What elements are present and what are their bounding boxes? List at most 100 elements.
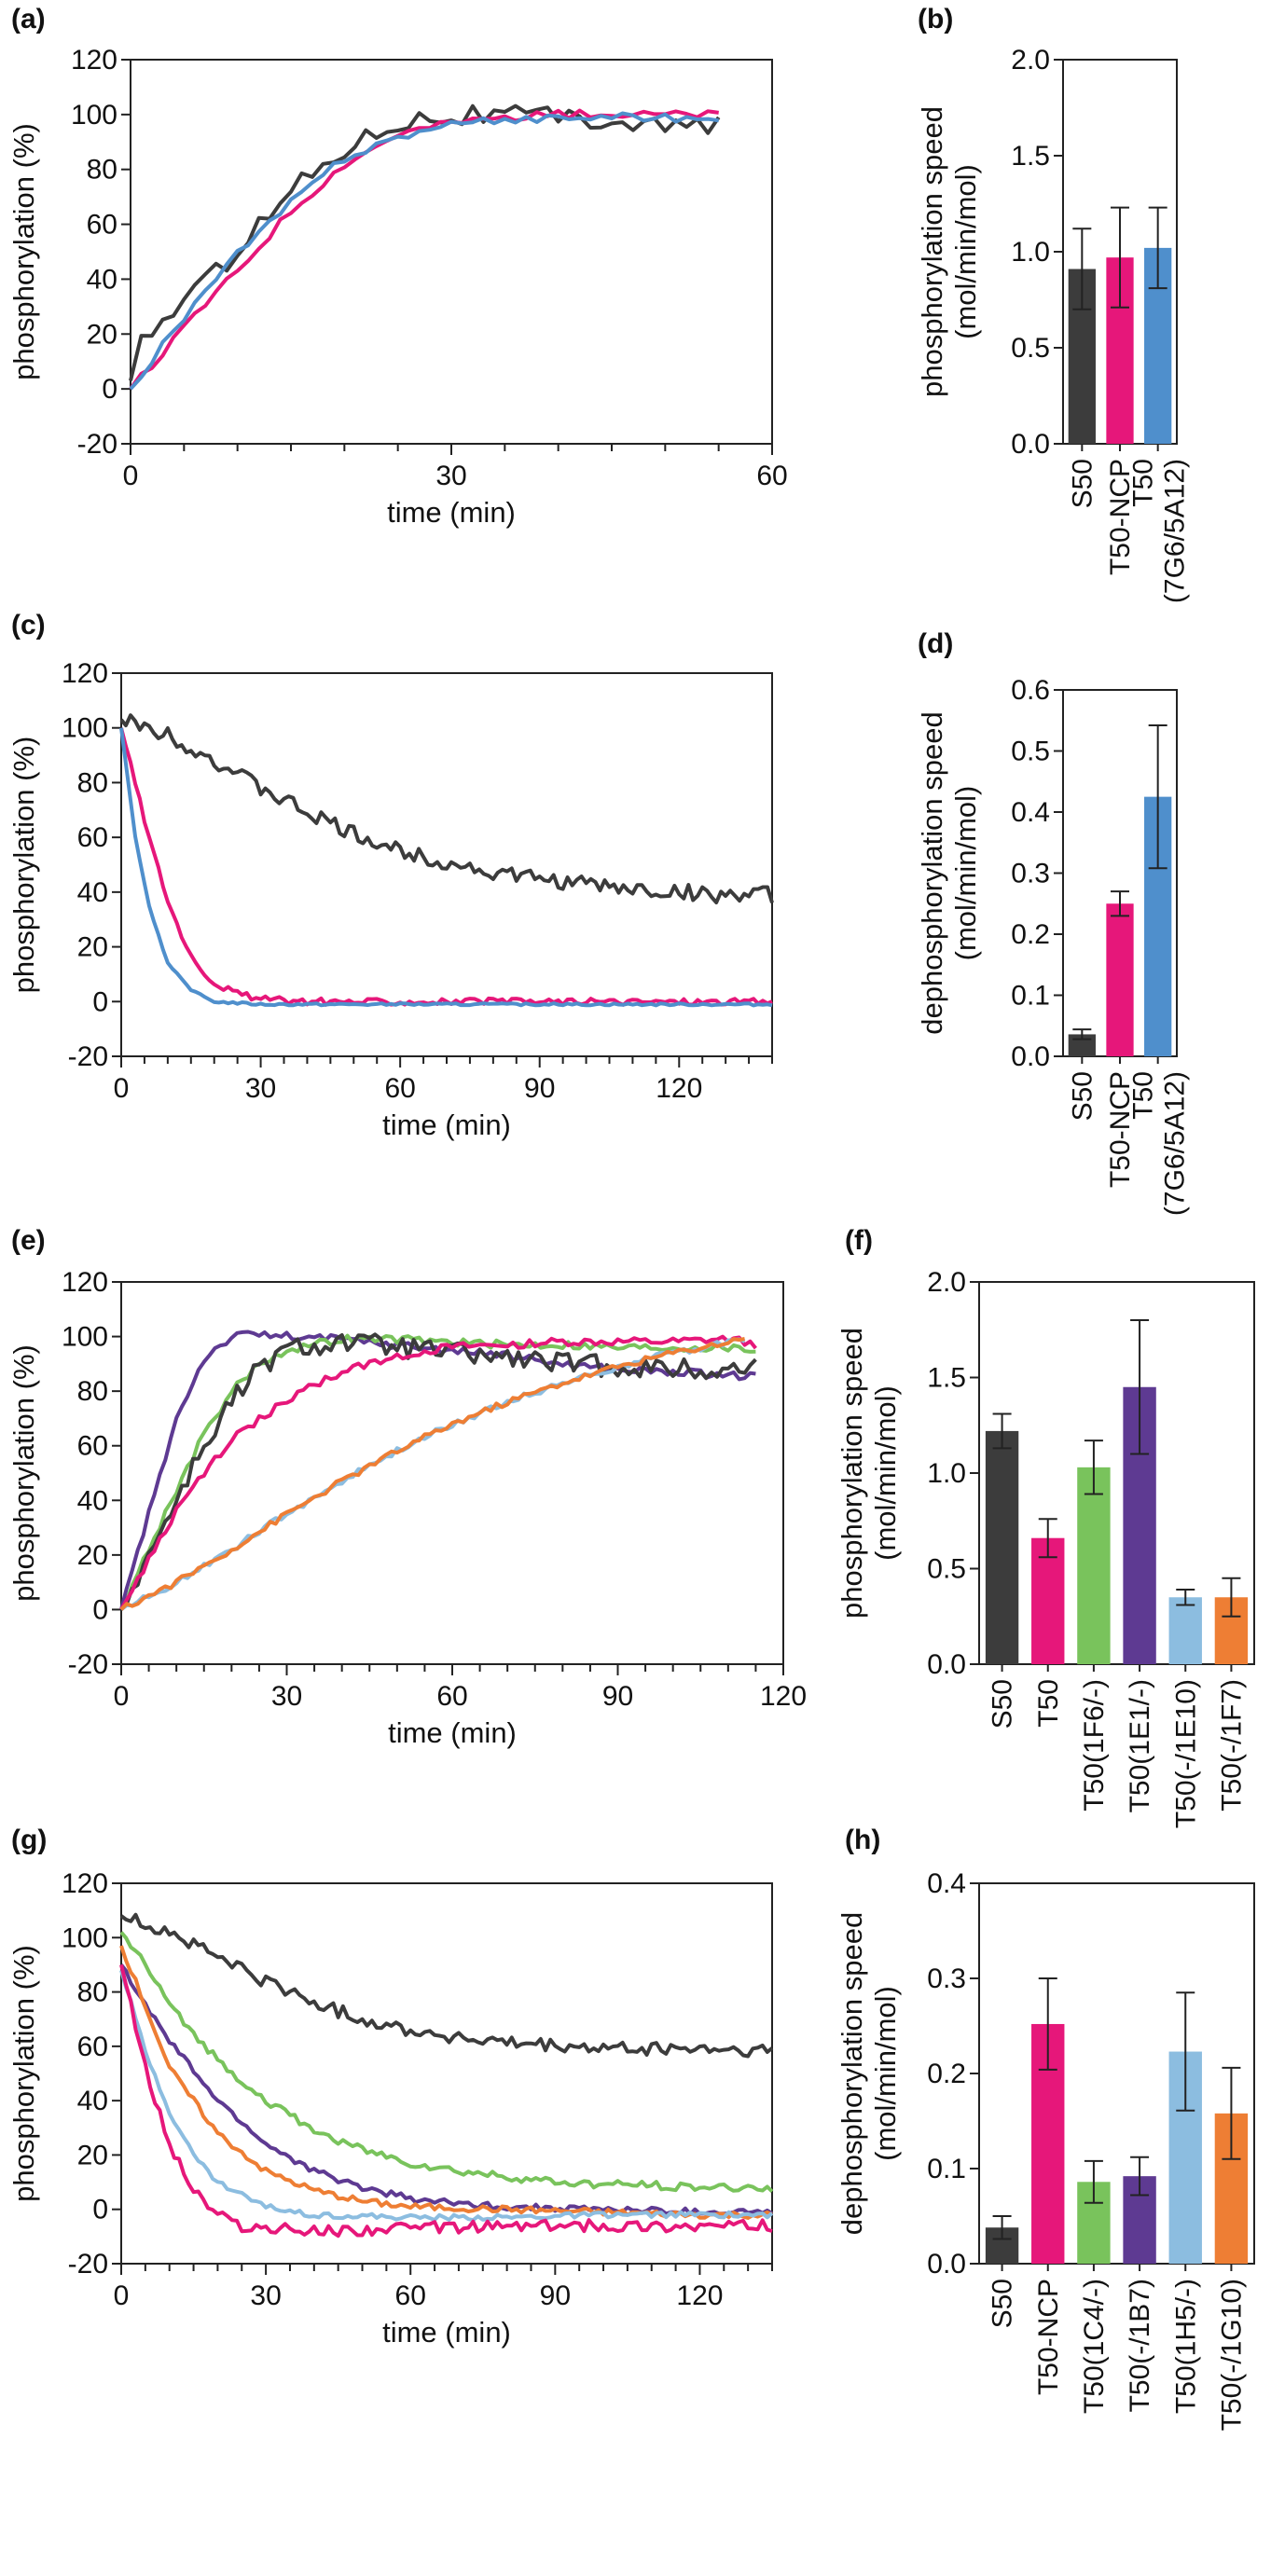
y-tick-label: -20	[68, 1649, 108, 1680]
series-line-3	[129, 111, 719, 391]
y-tick-label: 60	[77, 2032, 108, 2062]
x-tick-label: 30	[250, 2280, 281, 2311]
category-label-3: (7G6/5A12)	[1160, 459, 1191, 603]
panel-label: (e)	[11, 1225, 46, 1256]
category-label-6: T50(-/1G10)	[1216, 2279, 1247, 2431]
y-tick-label: 0.2	[1011, 919, 1050, 950]
y-tick-label: 40	[77, 2086, 108, 2116]
series-line-2	[119, 1333, 756, 1611]
series-line-5	[119, 1337, 746, 1611]
series-line-2	[119, 1931, 774, 2194]
category-label-1: S50	[988, 2279, 1018, 2328]
y-axis-label-line: (mol/min/mol)	[869, 1986, 902, 2161]
x-axis-label: time (min)	[387, 496, 516, 529]
x-tick-label: 90	[540, 2280, 571, 2311]
y-tick-label: 2.0	[927, 1267, 966, 1298]
y-axis-label: phosphorylation (%)	[7, 123, 40, 380]
series-line-6	[119, 1963, 773, 2239]
category-label-3: T50(1F6/-)	[1079, 1679, 1110, 1811]
y-axis-label: phosphorylation (%)	[7, 1945, 40, 2202]
y-tick-label: 0.0	[927, 2249, 966, 2280]
y-tick-label: 40	[87, 264, 117, 295]
y-axis-label-line: (mol/min/mol)	[949, 164, 982, 339]
y-axis-label-line: phosphorylation speed	[916, 106, 948, 397]
series-line-3	[119, 727, 773, 1008]
x-axis-label: time (min)	[382, 2316, 511, 2349]
y-axis-label-line: (mol/min/mol)	[949, 786, 982, 961]
panel-label: (a)	[11, 4, 46, 34]
y-tick-label: 20	[77, 932, 108, 963]
y-tick-label: 0.0	[1011, 429, 1050, 460]
y-tick-label: 0.3	[1011, 859, 1050, 889]
y-tick-label: -20	[68, 2249, 108, 2280]
series-line-1	[119, 1329, 756, 1610]
category-label-4: T50(1E1/-)	[1125, 1679, 1155, 1812]
x-tick-label: 30	[435, 461, 466, 491]
bar-chart-f: (f) 0.0 0.5 1.0 1.5 2.0 phosphorylation speed(…	[836, 1225, 1255, 1828]
x-tick-label: 0	[123, 461, 139, 491]
y-tick-label: 40	[77, 1485, 108, 1516]
y-tick-label: 0	[92, 986, 108, 1017]
y-tick-label: 80	[77, 1977, 108, 2008]
y-tick-label: 120	[62, 1267, 108, 1298]
y-tick-label: 0.0	[927, 1649, 966, 1680]
x-tick-label: 120	[676, 2280, 723, 2311]
x-tick-label: 60	[384, 1073, 415, 1104]
y-tick-label: 20	[77, 1540, 108, 1571]
category-label-5: T50(1H5/-)	[1170, 2279, 1201, 2414]
x-tick-label: 60	[436, 1681, 467, 1712]
y-axis-label-line: (mol/min/mol)	[869, 1385, 902, 1561]
y-tick-label: 0	[102, 374, 117, 405]
panel-label: (b)	[918, 4, 953, 34]
series-line-3	[119, 1332, 757, 1611]
x-tick-label: 30	[245, 1073, 276, 1104]
category-label-2: T50-NCP	[1105, 1071, 1136, 1188]
y-axis-label: phosphorylation (%)	[7, 1344, 40, 1602]
y-tick-label: 0.6	[1011, 675, 1050, 706]
bar-2	[1106, 903, 1134, 1056]
x-tick-label: 0	[114, 1073, 130, 1104]
y-tick-label: 100	[62, 713, 108, 744]
category-label-3: T50(1C4/-)	[1079, 2279, 1110, 2414]
plot-frame	[130, 59, 773, 445]
y-tick-label: -20	[68, 1041, 108, 1072]
panel-label: (c)	[11, 610, 46, 641]
y-tick-label: 0.4	[927, 1868, 966, 1899]
series-line-2	[129, 108, 719, 391]
y-tick-label: 20	[77, 2140, 108, 2170]
y-tick-label: 0.2	[927, 2059, 966, 2089]
category-label-1: S50	[1067, 459, 1098, 508]
panel-label: (g)	[11, 1825, 47, 1855]
y-tick-label: -20	[77, 429, 117, 460]
bar-chart-d: (d) 0.0 0.1 0.2 0.3 0.4 0.5 0.6 dephosphorylatio…	[916, 628, 1191, 1216]
series-line-6	[119, 1337, 745, 1611]
y-axis-label: phosphorylation (%)	[7, 737, 40, 994]
y-tick-label: 0.1	[927, 2154, 966, 2184]
category-label-1: S50	[988, 1679, 1018, 1729]
y-tick-label: 0.3	[927, 1963, 966, 1994]
panel-label: (f)	[845, 1225, 873, 1256]
y-tick-label: 120	[71, 45, 117, 76]
y-tick-label: 100	[62, 1922, 108, 1953]
category-label-1: S50	[1067, 1071, 1098, 1121]
category-label-2: T50	[1033, 1679, 1064, 1728]
series-line-1	[119, 713, 774, 904]
y-tick-label: 120	[62, 658, 108, 689]
series-line-4	[119, 1945, 773, 2220]
category-label-3: T50	[1128, 459, 1159, 507]
y-tick-label: 1.5	[927, 1363, 966, 1394]
y-tick-label: 60	[77, 822, 108, 853]
x-tick-label: 0	[114, 1681, 130, 1712]
series-line-5	[119, 1969, 774, 2223]
plot-frame	[978, 1281, 1255, 1665]
y-tick-label: 1.5	[1011, 141, 1050, 172]
x-tick-label: 60	[756, 461, 787, 491]
y-tick-label: 1.0	[927, 1458, 966, 1489]
y-tick-label: 100	[62, 1322, 108, 1353]
bar-chart-h: (h) 0.0 0.1 0.2 0.3 0.4 dephosphorylation spee…	[836, 1825, 1255, 2431]
